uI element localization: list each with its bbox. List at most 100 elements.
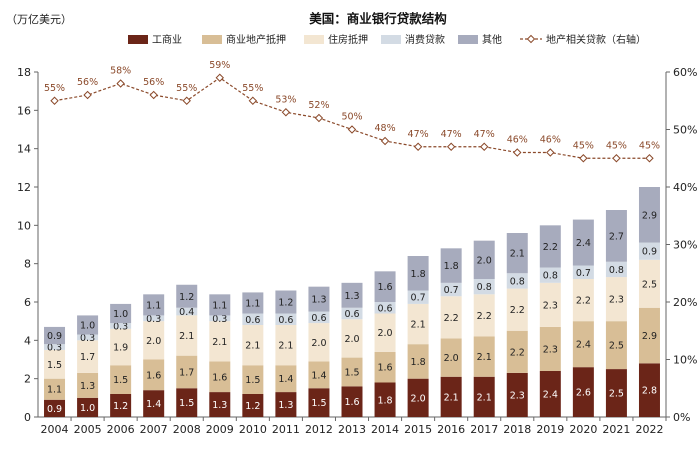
x-tick-label: 2011: [272, 423, 300, 436]
y-tick-label-right: 30%: [673, 239, 697, 252]
bar-segment: [44, 378, 66, 400]
bar-value-label: 0.3: [113, 321, 128, 332]
bar-value-label: 2.0: [444, 353, 459, 364]
bar-segment: [572, 321, 594, 368]
line-point: [579, 154, 588, 163]
bar-value-label: 2.3: [510, 390, 525, 401]
bar-segment: [473, 376, 495, 417]
line-value-label: 45%: [639, 140, 660, 151]
bar-value-label: 2.0: [377, 328, 392, 339]
bar-segment: [605, 321, 627, 370]
bar-segment: [110, 323, 132, 329]
bar-segment: [374, 382, 396, 417]
bar-segment: [242, 325, 264, 366]
bar-value-label: 1.7: [179, 367, 194, 378]
line-series: 55% 56% 58% 56% 55% 59% 55% 53% 52% 50% 48% 47% 47% 4…: [44, 60, 660, 163]
bar-segment: [275, 325, 297, 366]
bar-value-label: 0.6: [245, 315, 260, 326]
line-value-label: 48%: [374, 123, 395, 134]
bar-segment: [605, 277, 627, 322]
legend-label: 住房抵押: [328, 33, 368, 46]
bar-value-label: 2.1: [477, 352, 492, 363]
legend-label: 工商业: [152, 33, 182, 46]
bar-segment: [176, 355, 198, 389]
bar-segment: [440, 296, 462, 339]
bar-value-label: 1.3: [311, 295, 326, 306]
bar-segment: [341, 357, 363, 387]
bar-value-label: 1.5: [311, 398, 326, 409]
bar-value-label: 0.6: [311, 313, 326, 324]
legend-label: 商业地产抵押: [226, 33, 286, 46]
line-point: [347, 125, 357, 134]
bar-segment: [209, 392, 231, 417]
bar-segment: [506, 372, 528, 417]
bar-segment: [242, 365, 264, 394]
bar-segment: [473, 294, 495, 337]
line-point: [215, 73, 224, 82]
bar-segment: [143, 359, 165, 391]
y-tick-label-left: 18: [17, 66, 31, 79]
x-tick-label: 2016: [437, 423, 465, 436]
bar-value-label: 0.3: [80, 333, 95, 344]
y-tick-label-left: 6: [24, 296, 31, 309]
bar-value-label: 2.1: [411, 320, 426, 331]
y-tick-label-right: 0%: [673, 411, 690, 424]
bar-value-label: 2.1: [444, 392, 459, 403]
bar-value-label: 0.8: [543, 271, 558, 282]
bar-value-label: 1.1: [245, 298, 260, 309]
line-point: [513, 148, 522, 157]
bar-value-label: 0.4: [179, 307, 194, 318]
bar-value-label: 1.5: [113, 375, 128, 386]
line-point: [546, 148, 555, 157]
line-value-label: 56%: [77, 77, 98, 88]
y-tick-label-left: 2: [24, 373, 31, 386]
bar-value-label: 2.5: [609, 341, 624, 352]
legend-swatch: [458, 35, 478, 44]
y-tick-label-left: 0: [24, 411, 31, 424]
bar-segment: [242, 292, 264, 314]
x-tick-label: 2017: [470, 423, 498, 436]
bar-value-label: 2.0: [344, 334, 359, 345]
bar-segment: [77, 334, 99, 341]
bar-value-label: 1.3: [278, 400, 293, 411]
line-value-label: 45%: [606, 140, 627, 151]
bar-segment: [572, 367, 594, 417]
bar-segment: [506, 330, 528, 373]
bar-value-label: 2.3: [543, 344, 558, 355]
bar-segment: [539, 225, 561, 268]
x-tick-label: 2021: [602, 423, 630, 436]
legend-label: 地产相关贷款（右轴）: [546, 33, 646, 46]
line-value-label: 47%: [474, 129, 495, 140]
bar-value-label: 1.7: [80, 352, 95, 363]
bar-segment: [374, 351, 396, 383]
bar-value-label: 2.6: [576, 388, 591, 399]
line-point: [281, 108, 291, 117]
bar-segment: [44, 349, 66, 379]
legend-swatch: [128, 35, 148, 44]
line-value-label: 55%: [44, 83, 65, 94]
line-value-label: 56%: [143, 77, 164, 88]
bar-segment: [605, 210, 627, 262]
line-point: [480, 142, 489, 151]
bar-value-label: 1.5: [179, 398, 194, 409]
y-tick-label-right: 50%: [673, 124, 697, 137]
legend-label: 其他: [482, 33, 502, 46]
y-tick-label-left: 12: [17, 181, 31, 194]
bar-segment: [110, 394, 132, 417]
bar-value-label: 1.3: [80, 381, 95, 392]
bar-segment: [110, 303, 132, 324]
legend-label: 消费贷款: [405, 33, 445, 46]
bar-segment: [143, 321, 165, 360]
x-tick-label: 2019: [536, 423, 564, 436]
bar-value-label: 2.4: [576, 238, 591, 249]
bar-value-label: 2.1: [245, 341, 260, 352]
bar-value-label: 2.5: [642, 279, 657, 290]
line-value-label: 59%: [209, 60, 230, 71]
y-tick-label-left: 10: [17, 219, 31, 232]
bar-value-label: 1.6: [344, 397, 359, 408]
axes: 0 2 4 6 8 10 12 14 16 18 0% 10% 20% 30% 40% 50% 60% 2004 2…: [17, 66, 697, 436]
y-tick-label-left: 8: [24, 258, 31, 271]
bar-segment: [539, 371, 561, 417]
bar-value-label: 0.6: [344, 309, 359, 320]
line-value-label: 52%: [308, 100, 329, 111]
